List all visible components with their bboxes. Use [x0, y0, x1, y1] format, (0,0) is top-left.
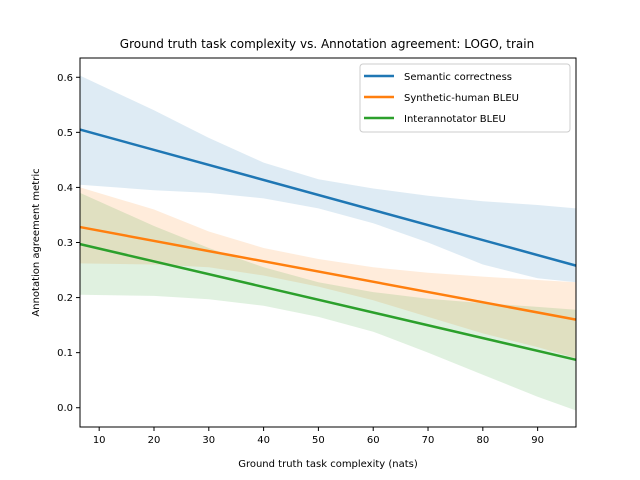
legend-label-0: Semantic correctness: [404, 72, 512, 83]
legend-label-2: Interannotator BLEU: [404, 114, 506, 125]
y-tick-label: 0.2: [57, 293, 73, 304]
x-tick-label: 50: [312, 435, 325, 446]
x-tick-label: 30: [202, 435, 215, 446]
x-axis-label: Ground truth task complexity (nats): [238, 459, 418, 470]
y-axis-label: Annotation agreement metric: [31, 168, 42, 316]
x-tick-label: 70: [422, 435, 435, 446]
legend: Semantic correctness Synthetic-human BLEU…: [359, 63, 571, 133]
series-line-0: [79, 128, 577, 267]
series-line-1: [79, 225, 577, 321]
x-tick-label: 60: [367, 435, 380, 446]
y-tick-label: 0.3: [57, 238, 73, 249]
x-tick-label: 40: [257, 435, 270, 446]
series-line-2: [79, 242, 577, 362]
x-tick-label: 10: [93, 435, 106, 446]
x-tick-label: 90: [531, 435, 544, 446]
legend-label-1: Synthetic-human BLEU: [404, 93, 519, 104]
y-tick-label: 0.0: [57, 403, 73, 414]
y-tick-label: 0.1: [57, 348, 73, 359]
legend-box: [359, 63, 571, 133]
y-axis-ticks: 0.0 0.1 0.2 0.3 0.4 0.5 0.6: [57, 73, 80, 414]
regression-lines: [79, 128, 577, 362]
y-tick-label: 0.4: [57, 183, 73, 194]
y-tick-label: 0.6: [57, 73, 73, 84]
x-axis-ticks: 10 20 30 40 50 60 70 80 90: [93, 427, 544, 446]
x-tick-label: 80: [476, 435, 489, 446]
y-tick-label: 0.5: [57, 128, 73, 139]
x-tick-label: 20: [148, 435, 161, 446]
chart-title: Ground truth task complexity vs. Annotat…: [120, 37, 534, 51]
